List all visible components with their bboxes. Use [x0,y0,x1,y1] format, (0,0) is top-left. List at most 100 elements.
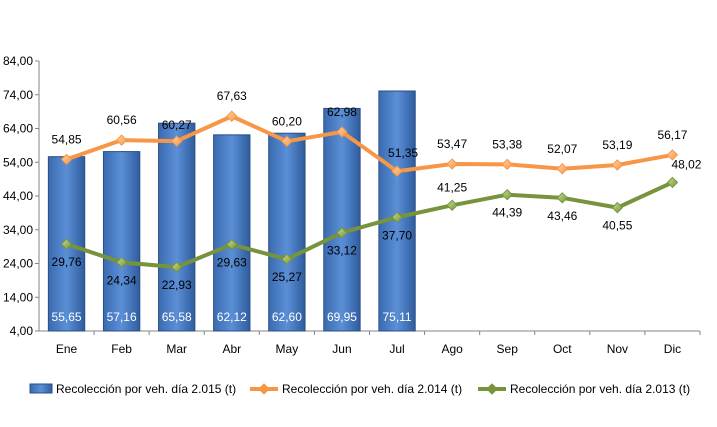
lines-group [60,110,679,273]
bar-data-label: 62,60 [272,310,302,324]
data-point-marker [336,126,348,138]
y-tick-label: 64,00 [3,122,33,136]
line-data-label: 60,56 [107,113,137,127]
y-tick-label: 54,00 [3,155,33,169]
data-point-marker [226,110,238,122]
x-tick-label: Ago [441,342,463,356]
line-data-label: 56,17 [657,128,687,142]
line-data-label: 60,27 [162,118,192,132]
data-point-marker [226,238,238,251]
legend-label: Recolección por veh. día 2.013 (t) [510,382,690,396]
series-line [65,180,674,270]
data-point-marker [281,253,293,265]
data-point-marker [446,158,458,170]
y-tick-label: 44,00 [3,189,33,203]
legend-swatch [29,383,53,394]
line-data-label: 62,98 [327,105,357,119]
line-data-label: 54,85 [52,132,82,146]
line-data-label: 33,12 [327,244,357,258]
data-point-marker [611,159,624,171]
x-tick-label: Jul [389,342,404,356]
data-point-marker [556,163,568,175]
legend-marker [486,383,498,395]
bar-data-label: 55,65 [52,310,82,324]
data-point-marker [501,158,513,171]
line-data-label: 44,39 [492,206,522,220]
line-data-label: 67,63 [217,89,247,103]
bars-group [47,90,416,332]
legend: Recolección por veh. día 2.015 (t) Recole… [29,382,690,396]
x-tick-label: Dic [664,342,681,356]
bar [102,151,141,332]
line-data-label: 22,93 [162,278,192,292]
data-point-marker [336,227,348,239]
data-point-marker [391,211,403,223]
y-tick-label: 34,00 [3,223,33,237]
bar-data-label: 69,95 [327,310,357,324]
data-point-marker [391,165,403,177]
legend-item: Recolección por veh. día 2.015 (t) [29,382,236,396]
bar [323,107,361,332]
data-point-marker [446,199,458,211]
data-point-marker [611,201,624,214]
legend-marker [258,383,270,395]
bar [378,90,416,332]
y-tick-label: 74,00 [3,88,33,102]
line-data-label: 25,27 [272,270,302,284]
x-tick-label: May [276,342,299,356]
legend-item: Recolección por veh. día 2.013 (t) [478,382,690,396]
line-data-label: 48,02 [671,157,701,171]
legend-item: Recolección por veh. día 2.014 (t) [250,382,462,396]
line-data-label: 60,20 [272,114,302,128]
x-tick-label: Oct [553,342,572,356]
data-point-marker [171,261,183,273]
x-tick-label: Abr [222,342,241,356]
x-tick-label: Mar [166,342,187,356]
y-tick-label: 4,00 [10,324,34,338]
axes-group: 4,00 14,00 24,00 34,00 44,00 54,00 64,00 74,00 8… [3,54,701,356]
x-tick-label: Nov [607,342,628,356]
y-tick-label: 14,00 [3,290,33,304]
legend-label: Recolección por veh. día 2.014 (t) [282,382,462,396]
line-data-label: 43,46 [547,209,577,223]
series-line [65,114,673,174]
line-data-label: 24,34 [107,273,137,287]
line-data-label: 51,35 [388,146,418,160]
line-data-label: 41,25 [437,180,467,194]
data-point-marker [171,135,183,147]
y-tick-label: 24,00 [3,257,33,271]
data-point-marker [556,192,568,204]
data-point-marker [281,135,293,148]
line-data-label: 53,38 [492,137,522,151]
bar-data-label: 62,12 [217,310,247,324]
line-data-label: 52,07 [547,142,577,156]
data-point-marker [60,153,73,166]
line-data-label: 29,63 [217,255,247,269]
data-point-marker [60,238,73,250]
data-point-marker [666,149,679,161]
line-data-label: 53,47 [437,137,467,151]
line-data-label: 37,70 [382,228,412,242]
x-tick-label: Sep [497,342,519,356]
line-data-label: 53,19 [602,138,632,152]
bar [268,132,306,332]
bar [213,134,251,332]
x-tick-label: Jun [332,342,351,356]
data-point-marker [501,188,513,201]
data-point-marker [115,256,128,269]
data-point-marker [115,134,128,146]
line-data-label: 29,76 [52,255,82,269]
legend-label: Recolección por veh. día 2.015 (t) [56,382,236,396]
labels-group: 55,65 57,16 65,58 62,12 62,60 69,95 75,11 54,85… [52,89,702,324]
x-tick-label: Feb [111,342,132,356]
y-tick-label: 84,00 [3,54,33,68]
bar-data-label: 65,58 [162,310,192,324]
data-point-marker [666,176,679,189]
bar [158,122,196,332]
line-data-label: 40,55 [602,219,632,233]
bar-data-label: 75,11 [382,310,411,324]
x-tick-label: Ene [56,342,78,356]
bar-data-label: 57,16 [107,310,137,324]
